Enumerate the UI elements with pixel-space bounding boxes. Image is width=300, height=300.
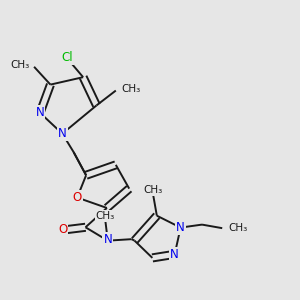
Text: N: N [58,127,67,140]
Text: N: N [36,106,44,119]
Text: Cl: Cl [61,51,73,64]
Text: CH₃: CH₃ [144,185,163,195]
Text: N: N [176,221,185,234]
Text: CH₃: CH₃ [96,211,115,221]
Text: O: O [58,223,67,236]
Text: CH₃: CH₃ [229,223,248,233]
Text: CH₃: CH₃ [11,60,30,70]
Text: CH₃: CH₃ [121,84,140,94]
Text: N: N [103,233,112,246]
Text: N: N [170,248,179,261]
Text: O: O [73,191,82,204]
